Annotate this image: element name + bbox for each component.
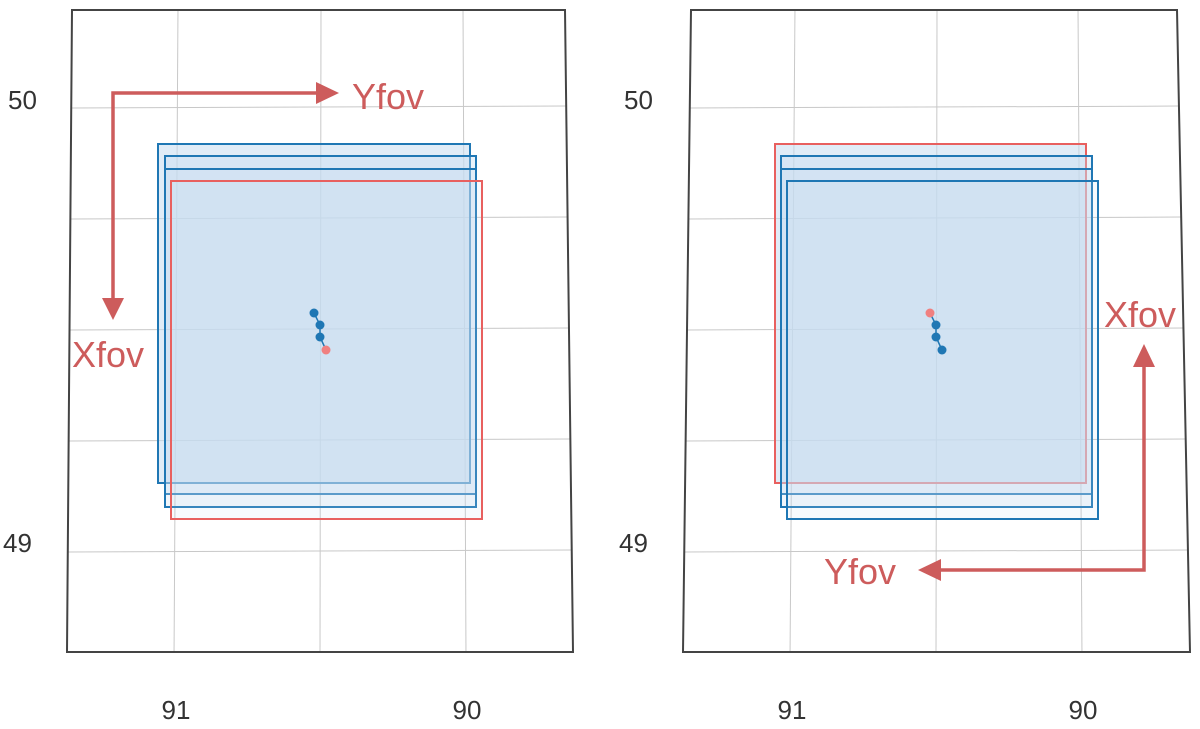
x-tick-label: 90 [453,695,482,724]
yfov-label: Yfov [352,76,424,117]
fov-arrow-shaft [940,365,1146,572]
pointing-path [929,312,943,351]
pointing-dot-red [925,308,935,318]
left-pointing-track [309,308,331,355]
right-frame [681,9,1192,653]
right-fov-footprints [774,143,1099,520]
pointing-dot-blue [315,320,325,330]
grid-line [683,549,1190,553]
xfov-label: Xfov [1104,294,1176,335]
yfov-arrowhead [918,559,941,581]
y-tick-label: 49 [3,528,32,558]
pointing-dot-blue [931,320,941,330]
x-tick-label: 90 [1069,695,1098,724]
grid-line [683,105,1190,109]
pointing-dot-red [321,345,331,355]
left-frame [65,9,575,653]
fov-arrow-shaft [111,91,318,300]
x-tick-label: 91 [162,695,191,724]
xfov-arrowhead [102,298,124,320]
right-ticks: 50 49 91 90 [619,85,1098,725]
right-fov-arrows: Xfov Yfov [824,294,1176,592]
pointing-dot-blue [937,345,947,355]
xfov-label: Xfov [72,334,144,375]
left-fov-arrows: Yfov Xfov [72,76,424,375]
right-panel: Xfov Yfov 50 49 91 90 [619,9,1192,725]
yfov-arrowhead [316,82,339,104]
grid-line [67,105,573,109]
y-tick-label: 50 [624,85,653,115]
y-tick-label: 49 [619,528,648,558]
xfov-arrowhead [1133,344,1155,367]
left-panel: Yfov Xfov 50 49 91 90 [3,9,575,725]
x-tick-label: 91 [778,695,807,724]
pointing-dot-blue [315,332,325,342]
pointing-path [313,312,327,351]
yfov-label: Yfov [824,551,896,592]
pointing-dot-blue [931,332,941,342]
right-pointing-track [925,308,947,355]
y-tick-label: 50 [8,85,37,115]
left-ticks: 50 49 91 90 [3,85,482,725]
pointing-dot-blue [309,308,319,318]
